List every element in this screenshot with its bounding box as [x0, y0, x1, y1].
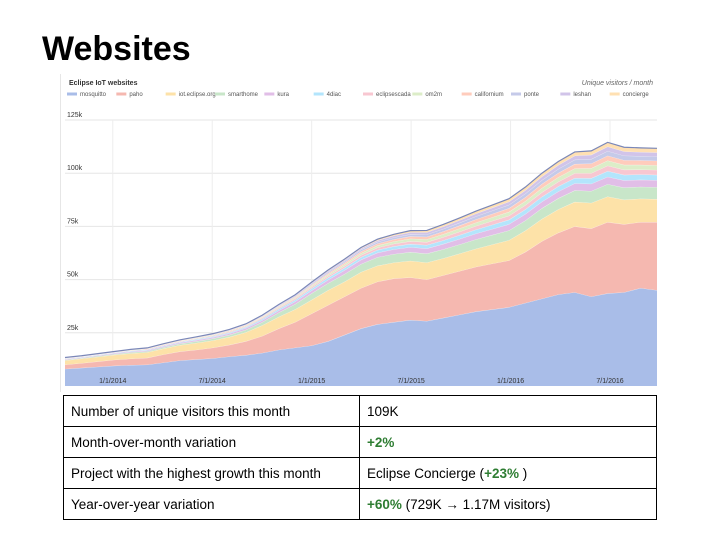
chart-subtitle: Unique visitors / month: [581, 80, 653, 87]
legend-label: iot.eclipse.org: [179, 92, 216, 98]
legend-label: leshan: [573, 92, 591, 98]
legend-label: californium: [475, 92, 504, 98]
stat-prefix: Eclipse Concierge (: [367, 465, 485, 481]
legend-label: smarthome: [228, 92, 259, 98]
stacked-area-chart: 25k 50k 75k 100k 125k 1/1/2014 7/1/2014 1/1/201…: [64, 92, 658, 386]
x-tick-label: 1/1/2016: [497, 378, 524, 385]
stat-value: Eclipse Concierge (+23% ): [359, 457, 657, 489]
x-tick-label: 7/1/2014: [199, 378, 226, 385]
x-tick-label: 7/1/2015: [398, 378, 425, 385]
legend-label: concierge: [623, 92, 650, 98]
y-tick-label: 50k: [67, 272, 79, 279]
stat-label: Number of unique visitors this month: [63, 395, 360, 427]
stat-value: +60% (729K → 1.17M visitors): [359, 488, 657, 520]
stats-table: Number of unique visitors this month 109…: [63, 395, 657, 520]
legend-label: eclipsescada: [376, 92, 411, 98]
stat-highlight: +23%: [484, 465, 519, 481]
x-tick-label: 1/1/2015: [298, 378, 325, 385]
y-tick-label: 100k: [67, 165, 83, 172]
x-tick-label: 1/1/2014: [99, 378, 126, 385]
stat-highlight: +2%: [367, 434, 395, 450]
series-area-iot.eclipse.org: [65, 196, 657, 365]
y-tick-label: 125k: [67, 112, 83, 119]
series-area-mosquitto: [65, 288, 657, 386]
legend-label: om2m: [425, 92, 442, 98]
legend-label: mosquitto: [80, 92, 107, 98]
x-tick-label: 7/1/2016: [596, 378, 623, 385]
stat-value: 109K: [359, 395, 657, 427]
series-line-concierge: [64, 141, 658, 359]
table-row: Year-over-year variation +60% (729K → 1.…: [63, 488, 657, 520]
legend-label: ponte: [524, 92, 540, 98]
stat-value: +2%: [359, 426, 657, 458]
stat-label: Project with the highest growth this mon…: [63, 457, 360, 489]
y-tick-label: 75k: [67, 218, 79, 225]
series-area-paho: [65, 222, 657, 369]
stat-label: Month-over-month variation: [63, 426, 360, 458]
slide-title: Websites: [42, 30, 191, 68]
stat-suffix: ): [518, 465, 528, 481]
legend-label: 4diac: [327, 92, 341, 98]
stat-rest: (729K → 1.17M visitors): [401, 496, 551, 512]
legend-label: paho: [129, 92, 143, 98]
legend-label: kura: [277, 92, 289, 98]
stat-label: Year-over-year variation: [63, 488, 360, 520]
table-row: Project with the highest growth this mon…: [63, 457, 657, 489]
series-line-4diac: [64, 170, 658, 360]
table-row: Number of unique visitors this month 109…: [63, 395, 657, 427]
stat-highlight: +60%: [367, 496, 402, 512]
chart-title: Eclipse IoT websites: [69, 80, 138, 87]
table-row: Month-over-month variation +2%: [63, 426, 657, 458]
chart-panel: 25k 50k 75k 100k 125k 1/1/2014 7/1/2014 1/1/201…: [60, 74, 661, 392]
y-tick-label: 25k: [67, 325, 79, 332]
